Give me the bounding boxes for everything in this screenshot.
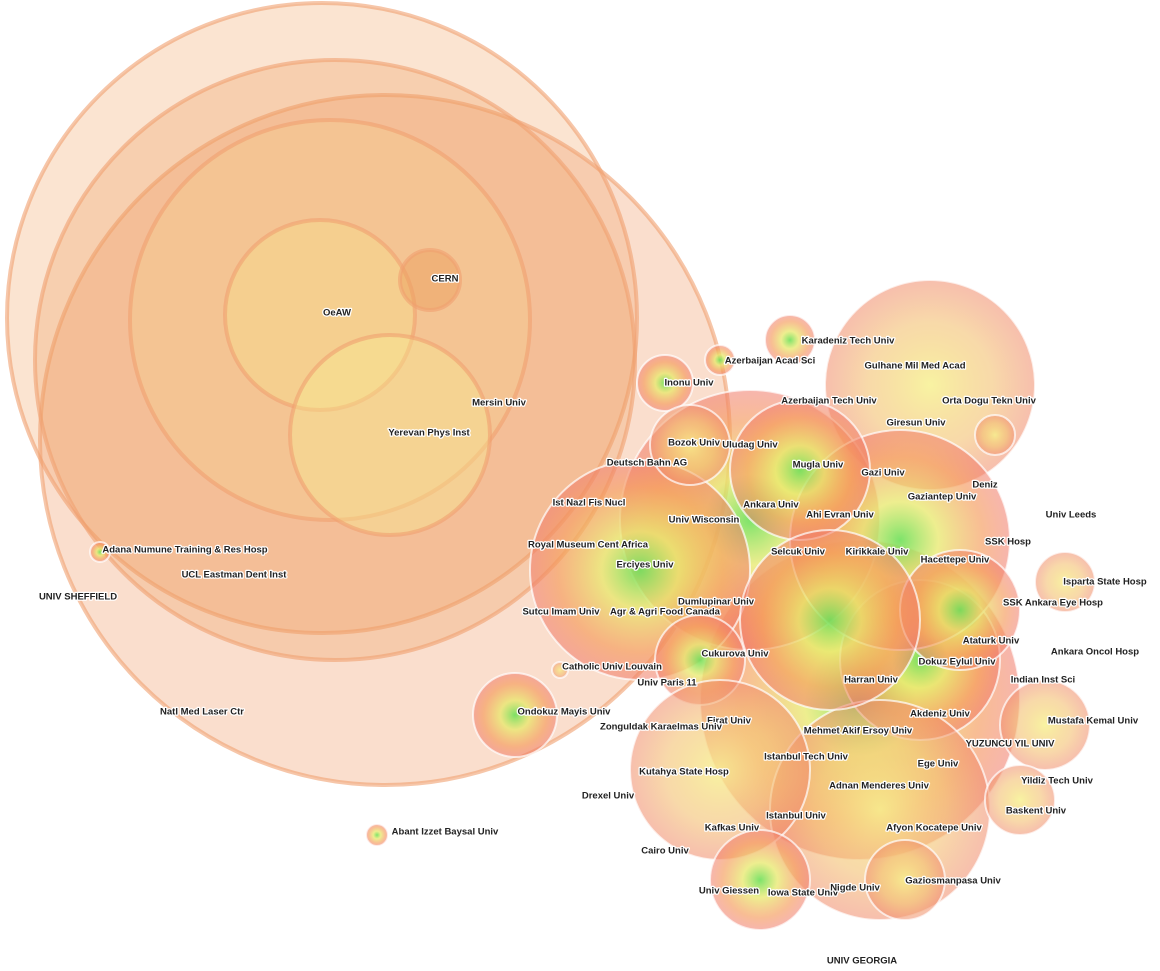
node-label: YUZUNCU YIL UNIV [966, 739, 1056, 750]
node-label: Indian Inst Sci [1011, 675, 1075, 686]
bubble [649, 404, 731, 486]
node-label: Gaziosmanpasa Univ [905, 876, 1001, 887]
node-label: UCL Eastman Dent Inst [182, 570, 288, 581]
node-label: Royal Museum Cent Africa [528, 540, 649, 551]
node-label: Drexel Univ [582, 791, 635, 802]
node-label: Gazi Univ [861, 468, 905, 479]
bubble [1034, 551, 1096, 613]
node-label: OeAW [323, 308, 351, 319]
node-label: Catholic Univ Louvain [562, 662, 662, 673]
node-label: Ankara Oncol Hosp [1051, 647, 1139, 658]
node-label: Kutahya State Hosp [639, 767, 729, 778]
node-label: Firat Univ [707, 716, 752, 727]
node-label: Dumlupinar Univ [678, 597, 755, 608]
node-label: CERN [432, 274, 459, 285]
bubble [398, 248, 462, 312]
node-label: Yerevan Phys Inst [388, 428, 470, 439]
node-label: Erciyes Univ [616, 560, 674, 571]
node-label: Gaziantep Univ [908, 492, 977, 503]
node-label: Univ Paris 11 [637, 678, 697, 689]
bubble [551, 661, 569, 679]
node-label: Afyon Kocatepe Univ [886, 823, 982, 834]
node-label: Nigde Univ [830, 883, 880, 894]
node-label: Zonguldak Karaelmas Univ [600, 722, 723, 733]
node-label: Agr & Agri Food Canada [610, 607, 721, 618]
node-label: Azerbaijan Acad Sci [725, 356, 815, 367]
node-label: Sutcu Imam Univ [522, 607, 600, 618]
bubble [704, 344, 736, 376]
bubble [974, 414, 1016, 456]
node-label: Cairo Univ [641, 846, 689, 857]
node-label: Adana Numune Training & Res Hosp [102, 545, 267, 556]
node-label: Ahi Evran Univ [806, 510, 874, 521]
labels: CERN OeAW Mersin Univ Yerevan Phys Inst Kara… [38, 272, 1148, 968]
node-label: Istanbul Univ [766, 811, 826, 822]
node-label: Hacettepe Univ [921, 555, 990, 566]
node-label: Kirikkale Univ [846, 547, 910, 558]
node-label: Selcuk Univ [771, 547, 826, 558]
node-label: Mersin Univ [472, 398, 527, 409]
node-label: Ist Nazl Fis Nucl [553, 498, 626, 509]
node-label: Istanbul Tech Univ [764, 752, 848, 763]
node-label: Ataturk Univ [963, 636, 1020, 647]
node-label: SSK Hosp [985, 537, 1031, 548]
bubble [33, 58, 637, 662]
node-label: Abant Izzet Baysal Univ [392, 827, 499, 838]
node-label: Univ Leeds [1046, 510, 1097, 521]
bubble [764, 314, 816, 366]
node-label: Ankara Univ [743, 500, 799, 511]
node-label: Ege Univ [918, 759, 959, 770]
bubble [709, 829, 811, 931]
node-label: Iowa State Univ [768, 888, 839, 899]
node-label: Mustafa Kemal Univ [1048, 716, 1139, 727]
node-label: Gulhane Mil Med Acad [865, 361, 966, 372]
node-label: Baskent Univ [1006, 806, 1067, 817]
node-label: Ondokuz Mayis Univ [518, 707, 612, 718]
node-label: Orta Dogu Tekn Univ [942, 396, 1036, 407]
node-label: Akdeniz Univ [910, 709, 970, 720]
bubble [739, 529, 921, 711]
bubble [89, 541, 111, 563]
bubble [288, 333, 492, 537]
node-label: Univ Giessen [699, 886, 759, 897]
node-label: UNIV SHEFFIELD [39, 592, 117, 603]
circles [5, 1, 1096, 931]
node-label: Karadeniz Tech Univ [802, 336, 895, 347]
node-label: Azerbaijan Tech Univ [781, 396, 877, 407]
node-label: Cukurova Univ [701, 649, 769, 660]
node-label: Uludag Univ [722, 440, 778, 451]
node-label: Natl Med Laser Ctr [160, 707, 244, 718]
node-label: Mugla Univ [793, 460, 844, 471]
node-label: Adnan Menderes Univ [829, 781, 929, 792]
bubble [365, 823, 389, 847]
node-label: Harran Univ [844, 675, 899, 686]
node-label: Dokuz Eylul Univ [918, 657, 996, 668]
node-label: Inonu Univ [664, 378, 714, 389]
node-label: Mehmet Akif Ersoy Univ [804, 726, 913, 737]
node-label: SSK Ankara Eye Hosp [1003, 598, 1103, 609]
bubble [128, 118, 532, 522]
node-label: Giresun Univ [886, 418, 946, 429]
bubble [223, 218, 417, 412]
node-label: Deutsch Bahn AG [607, 458, 687, 469]
bubble [984, 764, 1056, 836]
node-label: Yildiz Tech Univ [1021, 776, 1094, 787]
node-label: Univ Wisconsin [669, 515, 740, 526]
node-label: Deniz [972, 480, 998, 491]
node-label: Isparta State Hosp [1063, 577, 1147, 588]
node-label: UNIV GEORGIA [827, 956, 897, 967]
bubble [999, 679, 1091, 771]
bubble [472, 672, 558, 758]
bubble [636, 354, 694, 412]
node-label: Bozok Univ [668, 438, 720, 449]
node-label: Kafkas Univ [705, 823, 760, 834]
bubble [864, 839, 946, 921]
